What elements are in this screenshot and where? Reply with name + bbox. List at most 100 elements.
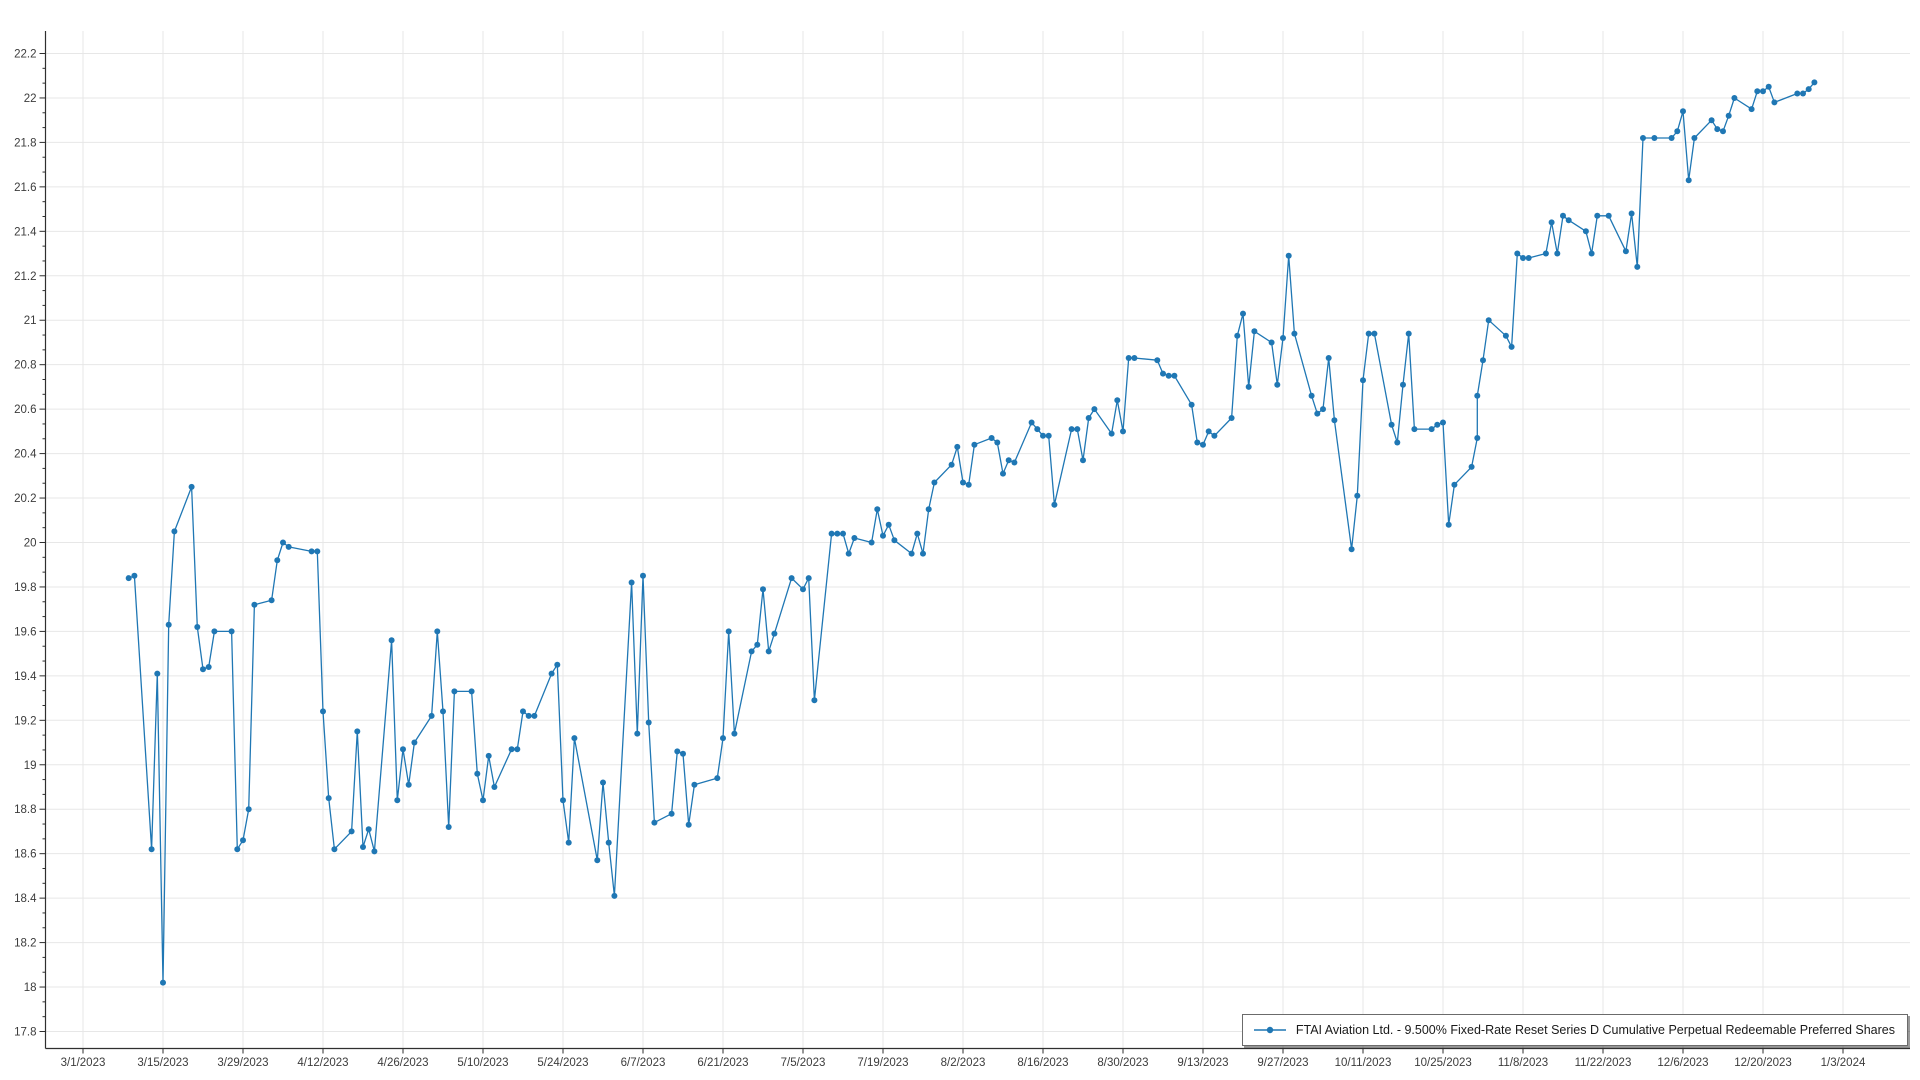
data-point[interactable] [1388,421,1395,428]
data-point[interactable] [1160,370,1166,377]
data-point[interactable] [1205,428,1212,435]
data-point[interactable] [1440,419,1446,426]
data-point[interactable] [405,781,412,788]
data-point[interactable] [645,719,652,726]
data-point[interactable] [171,528,178,535]
data-point[interactable] [1794,90,1801,97]
data-point[interactable] [400,746,406,753]
data-point[interactable] [1685,177,1692,184]
data-point[interactable] [354,728,361,735]
data-point[interactable] [1280,335,1286,341]
data-point[interactable] [1028,419,1035,426]
data-point[interactable] [1565,217,1572,224]
data-point[interactable] [274,557,281,564]
data-point[interactable] [205,664,212,670]
data-point[interactable] [371,848,378,855]
data-point[interactable] [1708,117,1715,124]
data-point[interactable] [765,648,772,655]
data-point[interactable] [1651,135,1658,141]
data-point[interactable] [1211,432,1218,439]
data-point[interactable] [325,795,332,802]
data-point[interactable] [1520,255,1526,261]
data-point[interactable] [1268,339,1275,346]
data-point[interactable] [1005,457,1012,464]
data-point[interactable] [480,797,486,804]
data-point[interactable] [680,750,686,757]
data-point[interactable] [571,735,578,742]
data-point[interactable] [805,575,812,582]
data-point[interactable] [1360,377,1366,384]
data-point[interactable] [834,530,841,537]
data-point[interactable] [251,601,258,608]
data-point[interactable] [331,846,338,853]
data-point[interactable] [394,797,401,804]
data-point[interactable] [1628,210,1635,217]
data-point[interactable] [1434,421,1441,428]
data-point[interactable] [1354,492,1361,499]
data-point[interactable] [811,697,818,704]
data-point[interactable] [891,537,898,544]
data-point[interactable] [1051,501,1058,508]
data-point[interactable] [994,439,1001,446]
data-point[interactable] [880,532,886,539]
data-point[interactable] [668,810,675,817]
data-point[interactable] [634,730,641,737]
data-point[interactable] [554,661,561,668]
data-point[interactable] [1588,250,1595,257]
data-point[interactable] [245,806,252,813]
data-point[interactable] [725,628,732,635]
data-point[interactable] [1154,357,1161,364]
data-point[interactable] [1194,439,1201,446]
data-point[interactable] [308,548,315,555]
data-point[interactable] [640,572,646,579]
data-point[interactable] [971,441,978,448]
data-point[interactable] [1040,432,1046,439]
data-point[interactable] [960,479,966,486]
data-point[interactable] [1085,415,1092,421]
data-point[interactable] [754,641,761,648]
data-point[interactable] [468,688,475,695]
data-point[interactable] [1240,310,1246,317]
data-point[interactable] [1348,546,1355,553]
data-point[interactable] [1125,355,1132,361]
data-point[interactable] [908,550,915,557]
data-point[interactable] [868,539,875,546]
data-point[interactable] [1274,381,1281,388]
data-point[interactable] [1251,328,1258,335]
data-point[interactable] [1331,417,1338,424]
data-point[interactable] [211,628,218,635]
data-point[interactable] [1771,99,1778,106]
data-point[interactable] [514,746,521,753]
data-point[interactable] [920,550,926,557]
data-point[interactable] [228,628,235,635]
data-point[interactable] [1228,415,1235,421]
data-point[interactable] [1234,332,1241,339]
data-point[interactable] [388,637,395,644]
data-point[interactable] [954,443,961,450]
data-point[interactable] [451,688,458,695]
data-point[interactable] [1074,426,1081,433]
data-point[interactable] [965,481,972,488]
data-point[interactable] [1542,250,1549,257]
data-point[interactable] [828,530,835,537]
data-point[interactable] [1400,381,1406,388]
data-point[interactable] [491,784,498,790]
data-point[interactable] [845,550,852,557]
data-point[interactable] [1714,126,1721,133]
data-point[interactable] [508,746,515,753]
data-point[interactable] [800,586,806,593]
data-point[interactable] [874,506,881,513]
data-point[interactable] [1080,457,1086,464]
data-point[interactable] [1308,392,1315,399]
data-point[interactable] [160,979,166,986]
data-point[interactable] [411,739,418,746]
data-point[interactable] [1011,459,1018,466]
data-point[interactable] [200,666,206,673]
data-point[interactable] [445,824,452,830]
data-point[interactable] [1245,383,1252,390]
data-point[interactable] [234,846,241,853]
data-point[interactable] [1068,426,1075,433]
data-point[interactable] [440,708,446,715]
data-point[interactable] [1674,128,1681,135]
data-point[interactable] [691,781,698,788]
